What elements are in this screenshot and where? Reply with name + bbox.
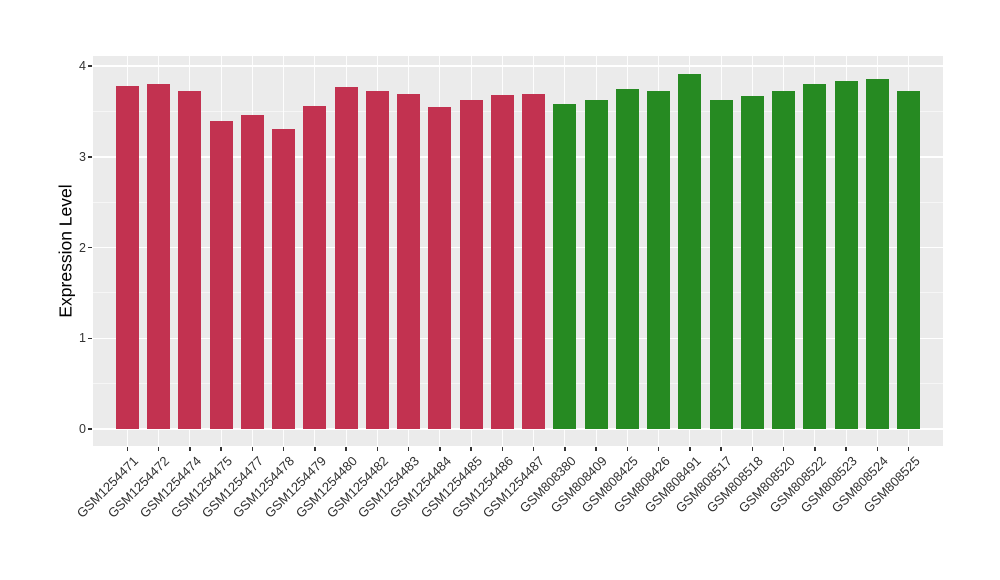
x-tick-mark xyxy=(126,447,129,451)
y-tick-label: 1 xyxy=(79,331,86,346)
major-gridline xyxy=(93,246,943,249)
bar-GSM808425 xyxy=(615,88,639,429)
bar-GSM808517 xyxy=(709,99,733,429)
y-tick-mark xyxy=(88,428,92,430)
bar-GSM1254482 xyxy=(365,90,389,429)
x-tick-mark xyxy=(501,447,504,451)
x-tick-mark xyxy=(251,447,254,451)
x-tick-mark xyxy=(720,447,722,451)
x-tick-mark xyxy=(282,447,285,451)
y-tick-mark xyxy=(88,337,92,339)
x-tick-mark xyxy=(376,447,379,451)
x-tick-mark xyxy=(751,447,754,451)
x-tick-mark xyxy=(782,447,785,451)
bar-GSM1254475 xyxy=(209,121,233,429)
y-tick-label: 0 xyxy=(79,422,86,436)
bar-GSM808518 xyxy=(740,95,764,429)
x-tick-mark xyxy=(220,447,222,451)
x-tick-mark xyxy=(814,447,816,451)
major-gridline xyxy=(93,65,943,67)
bar-GSM1254478 xyxy=(272,128,296,429)
major-gridline xyxy=(93,337,943,339)
bar-GSM808520 xyxy=(772,90,796,429)
major-gridline xyxy=(93,156,943,158)
minor-gridline xyxy=(93,201,943,203)
x-tick-mark xyxy=(470,447,472,451)
plot-panel xyxy=(93,56,943,446)
x-tick-mark xyxy=(595,447,597,451)
bar-GSM1254477 xyxy=(240,115,264,429)
bar-GSM1254485 xyxy=(459,99,483,429)
bar-GSM808380 xyxy=(553,104,577,429)
bar-GSM1254474 xyxy=(178,91,202,429)
bar-GSM1254479 xyxy=(303,105,327,429)
minor-gridline xyxy=(93,383,943,385)
bar-GSM1254484 xyxy=(428,106,452,429)
x-tick-mark xyxy=(689,447,691,451)
x-tick-mark xyxy=(439,447,441,451)
y-tick-mark xyxy=(88,65,92,67)
bar-GSM1254480 xyxy=(334,86,358,429)
y-tick-label: 4 xyxy=(79,59,86,73)
bar-GSM808523 xyxy=(834,80,858,429)
x-tick-mark xyxy=(314,447,316,451)
x-tick-mark xyxy=(407,447,410,451)
bar-GSM808491 xyxy=(678,74,702,429)
x-tick-mark xyxy=(626,447,629,451)
minor-gridline xyxy=(93,110,943,112)
bar-GSM1254487 xyxy=(522,94,546,429)
bar-GSM808525 xyxy=(897,91,921,429)
x-tick-mark xyxy=(157,447,160,451)
major-gridline xyxy=(93,428,943,430)
bar-GSM1254486 xyxy=(490,95,514,429)
x-tick-mark xyxy=(345,447,347,451)
x-tick-mark xyxy=(876,447,879,451)
bar-GSM808409 xyxy=(584,99,608,429)
bar-GSM808522 xyxy=(803,84,827,429)
x-tick-mark xyxy=(907,447,910,451)
x-tick-mark xyxy=(532,447,535,451)
x-tick-mark xyxy=(564,447,566,451)
bar-GSM1254483 xyxy=(397,94,421,429)
y-tick-label: 2 xyxy=(79,240,86,255)
x-tick-mark xyxy=(657,447,660,451)
bar-GSM1254471 xyxy=(115,85,139,429)
y-tick-mark xyxy=(88,156,92,158)
bar-GSM808524 xyxy=(865,78,889,429)
x-tick-mark xyxy=(845,447,847,451)
x-tick-mark xyxy=(189,447,191,451)
minor-gridline xyxy=(93,292,943,294)
bar-GSM808426 xyxy=(647,90,671,429)
y-tick-mark xyxy=(88,246,92,249)
bar-GSM1254472 xyxy=(147,84,171,429)
y-tick-label: 3 xyxy=(79,149,86,164)
